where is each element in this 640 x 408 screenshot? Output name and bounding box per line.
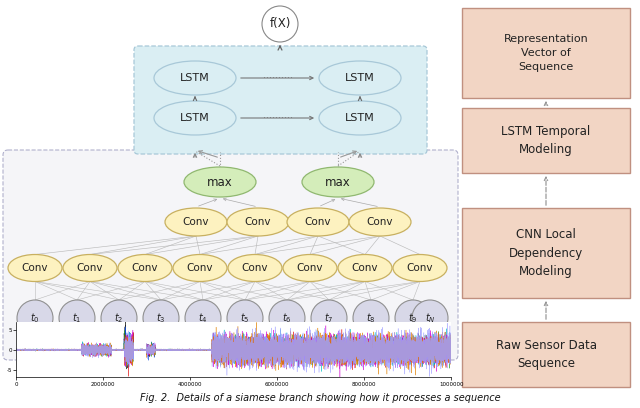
Circle shape: [353, 300, 389, 336]
Text: Conv: Conv: [183, 217, 209, 227]
Circle shape: [269, 300, 305, 336]
Text: ··········: ··········: [262, 73, 292, 83]
Ellipse shape: [349, 208, 411, 236]
Text: Conv: Conv: [352, 263, 378, 273]
Text: $t_1$: $t_1$: [72, 311, 82, 325]
Circle shape: [395, 300, 431, 336]
Text: LSTM: LSTM: [180, 113, 210, 123]
Ellipse shape: [154, 101, 236, 135]
Text: f(X): f(X): [269, 18, 291, 31]
Text: $t_N$: $t_N$: [425, 311, 435, 325]
Ellipse shape: [228, 255, 282, 282]
Text: $t_6$: $t_6$: [282, 311, 292, 325]
Ellipse shape: [165, 208, 227, 236]
Circle shape: [262, 6, 298, 42]
Text: $t_7$: $t_7$: [324, 311, 334, 325]
FancyBboxPatch shape: [462, 208, 630, 298]
FancyBboxPatch shape: [462, 8, 630, 98]
FancyBboxPatch shape: [462, 322, 630, 387]
Text: LSTM: LSTM: [345, 73, 375, 83]
Text: Conv: Conv: [242, 263, 268, 273]
Text: Conv: Conv: [367, 217, 393, 227]
Circle shape: [227, 300, 263, 336]
Text: max: max: [325, 175, 351, 188]
Text: $t_9$: $t_9$: [408, 311, 418, 325]
Text: $t_4$: $t_4$: [198, 311, 208, 325]
Ellipse shape: [302, 167, 374, 197]
Text: Conv: Conv: [407, 263, 433, 273]
Text: max: max: [207, 175, 233, 188]
Text: $t_5$: $t_5$: [240, 311, 250, 325]
Text: CNN Local
Dependency
Modeling: CNN Local Dependency Modeling: [509, 228, 583, 277]
Ellipse shape: [283, 255, 337, 282]
Ellipse shape: [154, 61, 236, 95]
Ellipse shape: [184, 167, 256, 197]
Circle shape: [59, 300, 95, 336]
Ellipse shape: [393, 255, 447, 282]
Circle shape: [185, 300, 221, 336]
Ellipse shape: [173, 255, 227, 282]
Ellipse shape: [63, 255, 117, 282]
FancyBboxPatch shape: [134, 46, 427, 154]
Text: $t_8$: $t_8$: [366, 311, 376, 325]
Text: LSTM: LSTM: [180, 73, 210, 83]
Ellipse shape: [287, 208, 349, 236]
Circle shape: [101, 300, 137, 336]
Text: Conv: Conv: [22, 263, 48, 273]
Text: Conv: Conv: [305, 217, 332, 227]
Text: $t_0$: $t_0$: [30, 311, 40, 325]
FancyBboxPatch shape: [3, 150, 458, 360]
Ellipse shape: [338, 255, 392, 282]
Text: Fig. 2.  Details of a siamese branch showing how it processes a sequence: Fig. 2. Details of a siamese branch show…: [140, 393, 500, 403]
Circle shape: [17, 300, 53, 336]
Circle shape: [143, 300, 179, 336]
Text: Conv: Conv: [77, 263, 103, 273]
Text: Conv: Conv: [187, 263, 213, 273]
Ellipse shape: [118, 255, 172, 282]
Circle shape: [412, 300, 448, 336]
Ellipse shape: [8, 255, 62, 282]
Text: Representation
Vector of
Sequence: Representation Vector of Sequence: [504, 34, 588, 72]
Ellipse shape: [227, 208, 289, 236]
Ellipse shape: [319, 101, 401, 135]
Text: Conv: Conv: [297, 263, 323, 273]
Text: $t_2$: $t_2$: [115, 311, 124, 325]
Ellipse shape: [319, 61, 401, 95]
Circle shape: [311, 300, 347, 336]
Text: Conv: Conv: [244, 217, 271, 227]
FancyBboxPatch shape: [462, 108, 630, 173]
Text: LSTM Temporal
Modeling: LSTM Temporal Modeling: [501, 125, 591, 156]
Text: ··········: ··········: [262, 113, 292, 123]
Text: LSTM: LSTM: [345, 113, 375, 123]
Text: $t_3$: $t_3$: [156, 311, 166, 325]
Text: Raw Sensor Data
Sequence: Raw Sensor Data Sequence: [495, 339, 596, 370]
Text: Conv: Conv: [132, 263, 158, 273]
